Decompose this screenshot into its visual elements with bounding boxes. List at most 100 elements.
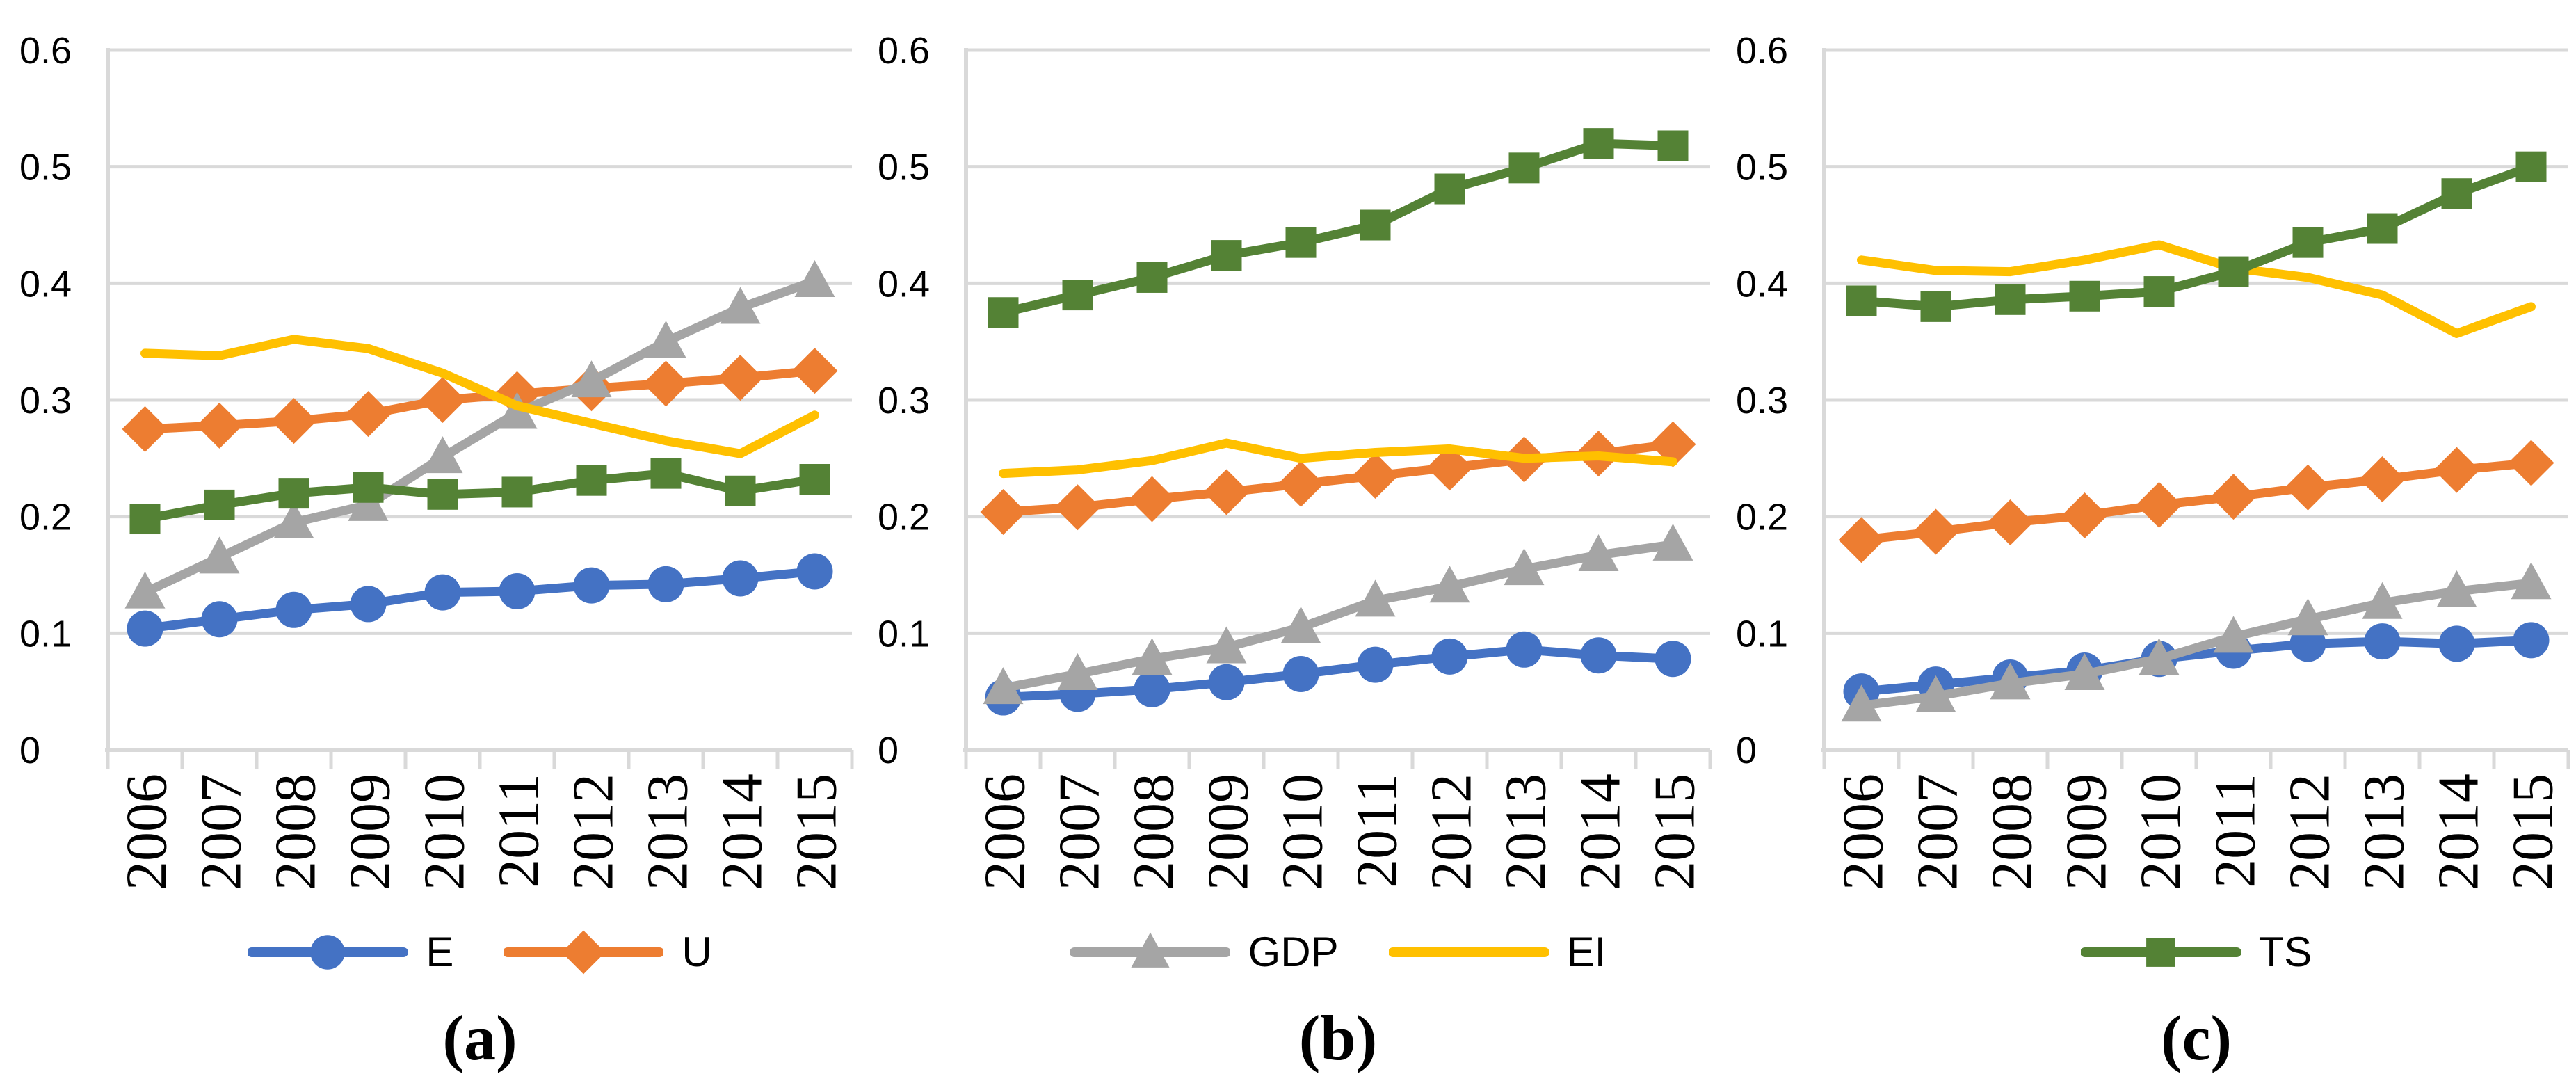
x-tick-label: 2011 — [2203, 774, 2268, 888]
legend-label-E: E — [426, 929, 454, 975]
x-tick-label: 2007 — [1047, 774, 1112, 890]
y-tick-label: 0.4 — [19, 263, 72, 305]
series-E — [127, 553, 833, 647]
legend-label-EI: EI — [1566, 929, 1607, 975]
x-tick-label: 2011 — [487, 774, 552, 888]
series-TS — [988, 128, 1689, 328]
y-tick-label: 0 — [1736, 730, 1757, 771]
y-tick-label: 0.1 — [19, 613, 72, 655]
x-tick-label: 2015 — [1643, 774, 1707, 890]
series-U — [122, 348, 838, 452]
x-tick-label: 2012 — [561, 774, 626, 890]
x-tick-label: 2009 — [1196, 774, 1261, 890]
x-axis-labels: 2006 2007 2008 2009 2010 2011 2012 2013 2014 2015 — [1831, 774, 2566, 890]
legend-item-E: E — [248, 930, 453, 975]
x-tick-label: 2010 — [1271, 774, 1335, 890]
series-EI — [999, 438, 1677, 479]
panel-caption-a: (a) — [442, 1002, 517, 1073]
series-GDP — [1841, 562, 2552, 722]
x-tick-label: 2010 — [2129, 774, 2193, 890]
legend-item-TS: TS — [2080, 929, 2312, 975]
x-tick-label: 2013 — [636, 774, 700, 890]
axes — [963, 48, 1712, 769]
x-tick-label: 2007 — [189, 774, 254, 890]
y-tick-label: 0.3 — [1736, 380, 1788, 422]
y-tick-label: 0.4 — [878, 263, 930, 305]
y-tick-label: 0.5 — [19, 147, 72, 189]
series-GDP — [124, 259, 835, 609]
series-TS — [1846, 151, 2547, 322]
x-tick-label: 2012 — [2278, 774, 2342, 890]
legend-label-GDP: GDP — [1248, 929, 1339, 975]
legend-sample-E — [248, 935, 408, 970]
y-tick-label: 0.1 — [878, 613, 930, 655]
series-GDP — [983, 523, 1693, 705]
x-tick-label: 2009 — [338, 774, 403, 890]
x-tick-label: 2006 — [973, 774, 1038, 890]
series-U — [1838, 440, 2554, 563]
y-tick-label: 0.4 — [1736, 263, 1788, 305]
axes — [1821, 48, 2570, 769]
legend-c: TS — [1824, 925, 2568, 979]
y-axis-labels: 0.6 0.5 0.4 0.3 0.2 0.1 0 — [19, 30, 72, 771]
legend-sample-U — [504, 930, 664, 975]
x-tick-label: 2010 — [412, 774, 477, 890]
y-tick-label: 0.5 — [878, 147, 930, 189]
y-tick-label: 0.2 — [878, 497, 930, 538]
legend-sample-EI — [1388, 947, 1549, 957]
x-tick-label: 2008 — [1122, 774, 1186, 890]
y-tick-label: 0.6 — [878, 30, 930, 72]
legend-item-U: U — [504, 929, 712, 975]
x-tick-label: 2011 — [1345, 774, 1410, 888]
panel-a: 0.6 0.5 0.4 0.3 0.2 0.1 0 2006 2007 2008 2009 2010 2… — [0, 0, 858, 1074]
x-tick-label: 2008 — [264, 774, 328, 890]
panel-caption-c: (c) — [2160, 1002, 2232, 1073]
legend-sample-TS — [2080, 938, 2241, 967]
x-tick-label: 2012 — [1419, 774, 1484, 890]
legend-label-U: U — [682, 929, 712, 975]
panel-c: 0.6 0.5 0.4 0.3 0.2 0.1 0 2006 2007 2008 2009 2010 2… — [1716, 0, 2575, 1074]
y-tick-label: 0.5 — [1736, 147, 1788, 189]
x-tick-label: 2006 — [1831, 774, 1896, 890]
legend-label-TS: TS — [2258, 929, 2312, 975]
y-tick-label: 0 — [878, 730, 899, 771]
x-tick-label: 2014 — [710, 774, 775, 890]
x-tick-label: 2007 — [1906, 774, 1970, 890]
y-tick-label: 0 — [19, 730, 40, 771]
x-tick-label: 2009 — [2054, 774, 2119, 890]
axes — [105, 48, 854, 769]
series-EI — [140, 335, 819, 458]
x-tick-label: 2015 — [2501, 774, 2566, 890]
legend-item-GDP: GDP — [1070, 930, 1339, 975]
y-axis-labels: 0.6 0.5 0.4 0.3 0.2 0.1 0 — [878, 30, 930, 771]
y-tick-label: 0.2 — [19, 497, 72, 538]
x-tick-label: 2013 — [2352, 774, 2417, 890]
x-axis-labels: 2006 2007 2008 2009 2010 2011 2012 2013 2014 2015 — [973, 774, 1707, 890]
x-tick-label: 2013 — [1494, 774, 1559, 890]
x-tick-label: 2015 — [784, 774, 849, 890]
legend-sample-GDP — [1070, 932, 1230, 968]
y-tick-label: 0.6 — [1736, 30, 1788, 72]
series-TS — [129, 458, 830, 535]
y-axis-labels: 0.6 0.5 0.4 0.3 0.2 0.1 0 — [1736, 30, 1788, 771]
series-EI — [1857, 240, 2536, 338]
y-tick-label: 0.6 — [19, 30, 72, 72]
y-tick-label: 0.3 — [19, 380, 72, 422]
legend-b: GDP EI — [966, 925, 1710, 979]
legend-item-EI: EI — [1388, 929, 1607, 975]
x-tick-label: 2008 — [1980, 774, 2045, 890]
y-tick-label: 0.1 — [1736, 613, 1788, 655]
panel-b: 0.6 0.5 0.4 0.3 0.2 0.1 0 2006 2007 2008 2009 2010 2… — [858, 0, 1716, 1074]
y-tick-label: 0.3 — [878, 380, 930, 422]
x-axis-labels: 2006 2007 2008 2009 2010 2011 2012 2013 2014 2015 — [115, 774, 849, 890]
panel-caption-b: (b) — [1298, 1002, 1378, 1073]
x-tick-label: 2014 — [2426, 774, 2491, 890]
x-tick-label: 2006 — [115, 774, 179, 890]
x-tick-label: 2014 — [1568, 774, 1633, 890]
y-tick-label: 0.2 — [1736, 497, 1788, 538]
